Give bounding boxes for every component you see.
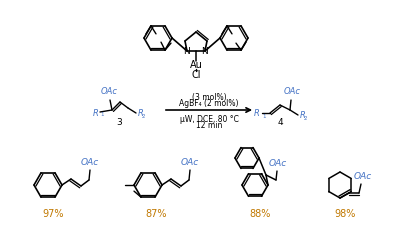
Text: (3 mol%): (3 mol%): [192, 93, 226, 102]
Text: OAc: OAc: [81, 158, 99, 167]
Text: OAc: OAc: [101, 87, 118, 96]
Text: OAc: OAc: [181, 158, 199, 167]
Text: R: R: [254, 110, 260, 118]
Text: 12 min: 12 min: [196, 121, 222, 130]
Text: 2: 2: [304, 115, 307, 121]
Text: 88%: 88%: [249, 209, 271, 219]
Text: 2: 2: [142, 114, 145, 118]
Text: μW, DCE, 80 °C: μW, DCE, 80 °C: [180, 115, 239, 124]
Text: 97%: 97%: [42, 209, 64, 219]
Text: OAc: OAc: [269, 159, 287, 168]
Text: 1: 1: [262, 114, 266, 118]
Text: Au: Au: [189, 60, 202, 70]
Text: Cl: Cl: [191, 70, 201, 80]
Text: R: R: [300, 111, 306, 121]
Text: 87%: 87%: [145, 209, 167, 219]
Text: OAc: OAc: [354, 172, 372, 181]
Text: 3: 3: [116, 118, 122, 127]
Text: 1: 1: [101, 113, 104, 118]
Text: AgBF₄ (2 mol%): AgBF₄ (2 mol%): [179, 99, 239, 108]
Text: 4: 4: [277, 118, 283, 127]
Text: N: N: [184, 47, 190, 55]
Text: N: N: [202, 47, 208, 55]
Text: R: R: [138, 110, 144, 118]
Text: R: R: [93, 109, 99, 118]
Text: OAc: OAc: [283, 87, 301, 96]
Text: 98%: 98%: [334, 209, 356, 219]
